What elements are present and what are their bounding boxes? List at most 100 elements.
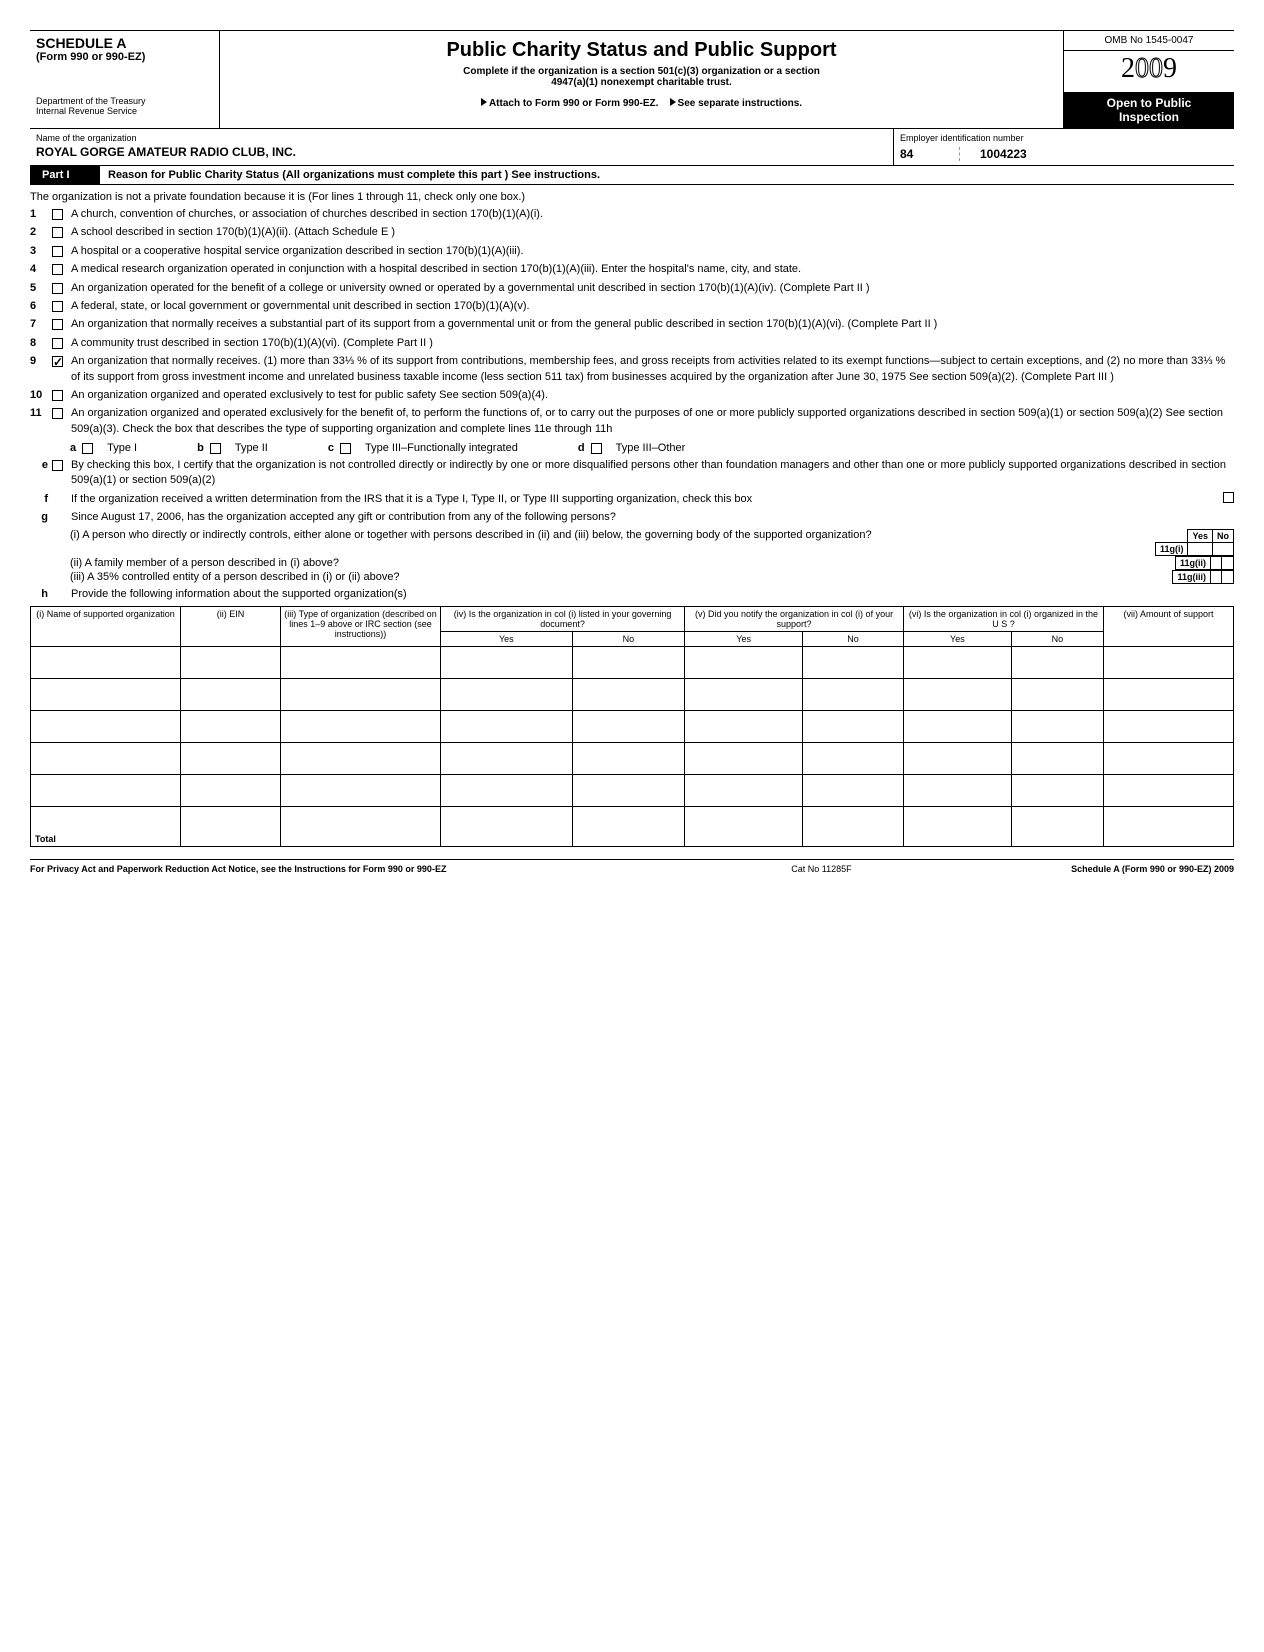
g-ii-label: 11g(ii) (1175, 556, 1210, 569)
g-ii-no[interactable] (1222, 556, 1234, 569)
line-g: g Since August 17, 2006, has the organiz… (30, 510, 1234, 525)
g-i-label: 11g(i) (1155, 542, 1188, 555)
checkbox-type-d[interactable] (591, 443, 602, 454)
g-iii-no[interactable] (1222, 570, 1234, 583)
triangle-icon (481, 98, 487, 106)
col-5: (v) Did you notify the organization in c… (685, 607, 904, 632)
line-6: 6 A federal, state, or local government … (30, 299, 1234, 314)
g-iii-yn: 11g(iii) (1172, 570, 1234, 584)
g-iii-text: (iii) A 35% controlled entity of a perso… (70, 571, 1164, 583)
num-e: e (30, 458, 52, 473)
ein-prefix: 84 (900, 147, 960, 161)
table-row (31, 775, 1234, 807)
attach-text: Attach to Form 990 or Form 990-EZ. (489, 98, 658, 109)
dept-row: Department of the Treasury Internal Reve… (30, 92, 1234, 128)
text-6: A federal, state, or local government or… (71, 299, 1234, 314)
num-4: 4 (30, 262, 52, 277)
checkbox-11[interactable] (52, 408, 63, 419)
checkbox-1[interactable] (52, 209, 63, 220)
g-ii-yes[interactable] (1210, 556, 1222, 569)
g-yn-header: YesNo 11g(i) (1155, 529, 1234, 556)
inspection-label: Inspection (1068, 110, 1230, 124)
no-hdr: No (1213, 529, 1234, 542)
total-label: Total (31, 807, 181, 847)
col6-yes: Yes (903, 632, 1011, 647)
type-a-label: Type I (107, 442, 137, 454)
col-7: (vii) Amount of support (1104, 607, 1234, 647)
year-9: 9 (1163, 53, 1177, 84)
tax-year: 2009 (1064, 51, 1234, 87)
header-center: Public Charity Status and Public Support… (220, 31, 1064, 92)
form-container: SCHEDULE A (Form 990 or 990-EZ) Public C… (30, 30, 1234, 874)
type-d-label: Type III–Other (616, 442, 686, 454)
header-left: SCHEDULE A (Form 990 or 990-EZ) (30, 31, 220, 92)
checkbox-5[interactable] (52, 283, 63, 294)
checkbox-2[interactable] (52, 227, 63, 238)
checkbox-type-b[interactable] (210, 443, 221, 454)
checkbox-type-c[interactable] (340, 443, 351, 454)
line-4: 4 A medical research organization operat… (30, 262, 1234, 277)
checkbox-e[interactable] (52, 460, 63, 471)
text-h: Provide the following information about … (71, 587, 1234, 602)
ein-cell: Employer identification number 84 100422… (894, 129, 1234, 165)
g-i-no[interactable] (1213, 542, 1234, 555)
name-row: Name of the organization ROYAL GORGE AMA… (30, 128, 1234, 165)
col-3: (iii) Type of organization (described on… (281, 607, 441, 647)
table-header-row-1: (i) Name of supported organization (ii) … (31, 607, 1234, 632)
f-text: If the organization received a written d… (71, 493, 752, 505)
checkbox-10[interactable] (52, 390, 63, 401)
num-f: f (30, 492, 52, 507)
type-c: c Type III–Functionally integrated (328, 441, 518, 454)
num-7: 7 (30, 317, 52, 332)
col4-yes: Yes (441, 632, 573, 647)
text-10: An organization organized and operated e… (71, 388, 1234, 403)
text-1: A church, convention of churches, or ass… (71, 207, 1234, 222)
open-label: Open to Public (1068, 96, 1230, 110)
part-header: Part I Reason for Public Charity Status … (30, 165, 1234, 185)
g-ii-text: (ii) A family member of a person describ… (70, 557, 1167, 569)
name-label: Name of the organization (36, 133, 887, 143)
checkbox-4[interactable] (52, 264, 63, 275)
dept-treasury: Department of the Treasury (36, 96, 213, 106)
line-f: f If the organization received a written… (30, 492, 1234, 507)
col4-no: No (572, 632, 684, 647)
checkbox-8[interactable] (52, 338, 63, 349)
checkbox-7[interactable] (52, 319, 63, 330)
main-title: Public Charity Status and Public Support (230, 39, 1053, 62)
g-iii-label: 11g(iii) (1173, 570, 1211, 583)
omb-number: OMB No 1545-0047 (1064, 31, 1234, 51)
g-i-row: (i) A person who directly or indirectly … (70, 529, 1234, 556)
col6-no: No (1011, 632, 1103, 647)
part-label: Part I (30, 166, 100, 184)
type-b-label: Type II (235, 442, 268, 454)
see-text: See separate instructions. (678, 98, 803, 109)
num-3: 3 (30, 244, 52, 259)
type-d: d Type III–Other (578, 441, 685, 454)
text-g: Since August 17, 2006, has the organizat… (71, 510, 1234, 525)
yes-hdr: Yes (1188, 529, 1213, 542)
g-ii-row: (ii) A family member of a person describ… (70, 556, 1234, 570)
col-1: (i) Name of supported organization (31, 607, 181, 647)
checkbox-9[interactable] (52, 356, 63, 367)
checkbox-6[interactable] (52, 301, 63, 312)
line-7: 7 An organization that normally receives… (30, 317, 1234, 332)
line-2: 2 A school described in section 170(b)(1… (30, 225, 1234, 240)
footer-right: Schedule A (Form 990 or 990-EZ) 2009 (1071, 864, 1234, 874)
text-8: A community trust described in section 1… (71, 336, 1234, 351)
ein-suffix: 1004223 (960, 147, 1027, 161)
table-row (31, 679, 1234, 711)
g-iii-yes[interactable] (1210, 570, 1222, 583)
dept-left: Department of the Treasury Internal Reve… (30, 92, 220, 128)
g-i-yes[interactable] (1188, 542, 1213, 555)
g-sub: (i) A person who directly or indirectly … (30, 529, 1234, 584)
g-i-text: (i) A person who directly or indirectly … (70, 529, 1147, 541)
num-5: 5 (30, 281, 52, 296)
text-11: An organization organized and operated e… (71, 406, 1234, 437)
num-8: 8 (30, 336, 52, 351)
checkbox-3[interactable] (52, 246, 63, 257)
checkbox-type-a[interactable] (82, 443, 93, 454)
text-2: A school described in section 170(b)(1)(… (71, 225, 1234, 240)
checkbox-f[interactable] (1223, 492, 1234, 503)
part-title: Reason for Public Charity Status (All or… (100, 166, 1234, 184)
form-label: (Form 990 or 990-EZ) (36, 51, 213, 63)
